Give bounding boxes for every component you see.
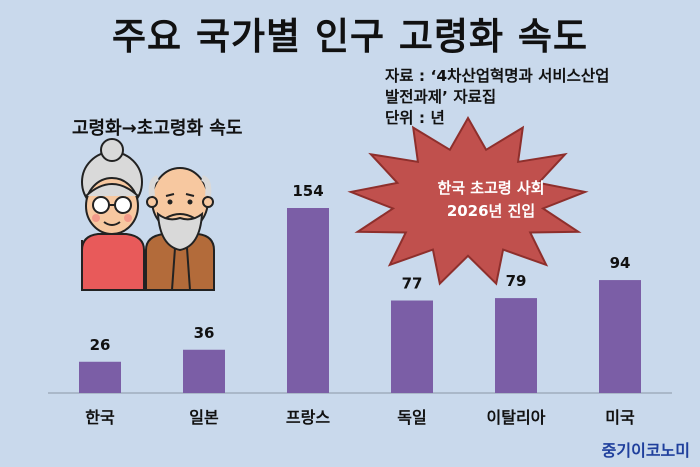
bar-3 — [391, 300, 433, 393]
category-label: 한국 — [85, 408, 115, 427]
brand-logo: 중기이코노미 — [601, 441, 690, 460]
source-line: 발전과제’ 자료집 — [385, 88, 497, 106]
category-label: 일본 — [189, 408, 219, 427]
category-label: 이탈리아 — [487, 408, 546, 427]
category-label: 프랑스 — [286, 408, 330, 427]
grandfather-icon — [145, 167, 215, 291]
bar-0 — [79, 361, 121, 393]
bar-1 — [183, 349, 225, 393]
chart-subtitle: 고령화→초고령화 속도 — [72, 118, 243, 139]
callout-line: 한국 초고령 사회 — [437, 179, 544, 197]
bar-5 — [599, 280, 641, 393]
value-label: 79 — [506, 272, 527, 290]
value-label: 94 — [610, 254, 631, 272]
bar-2 — [287, 208, 329, 393]
unit-line: 단위 : 년 — [385, 109, 445, 127]
grandmother-icon — [81, 138, 145, 291]
value-label: 36 — [194, 324, 215, 342]
value-label: 26 — [90, 336, 111, 354]
callout-line: 2026년 진입 — [447, 202, 535, 220]
category-label: 미국 — [605, 408, 635, 427]
value-label: 77 — [402, 275, 423, 293]
bar-4 — [495, 298, 537, 393]
source-line: 자료 : ‘4차산업혁명과 서비스산업 — [385, 67, 610, 85]
category-label: 독일 — [397, 408, 426, 427]
page-title: 주요 국가별 인구 고령화 속도 — [111, 15, 588, 58]
value-label: 154 — [292, 182, 323, 200]
source-note: 자료 : ‘4차산업혁명과 서비스산업 발전과제’ 자료집 단위 : 년 — [385, 66, 695, 129]
callout-starburst: 한국 초고령 사회 2026년 진입 — [347, 115, 589, 286]
